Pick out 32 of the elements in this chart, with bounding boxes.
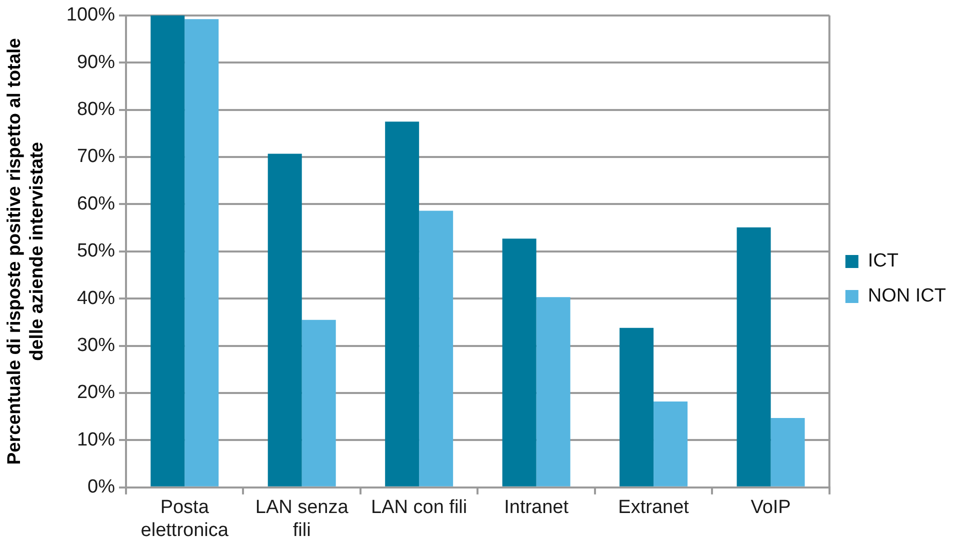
y-tick-label: 70% xyxy=(76,146,116,168)
y-tick-label: 80% xyxy=(76,99,116,120)
bar xyxy=(184,19,219,486)
bar xyxy=(419,210,454,486)
bar xyxy=(502,238,536,486)
x-tick-label: LAN con fili xyxy=(371,497,468,518)
bar xyxy=(770,418,805,486)
bar xyxy=(654,401,688,486)
y-tick-label: 0% xyxy=(88,476,116,498)
y-tick-label: 10% xyxy=(76,429,116,450)
x-tick-label: VoIP xyxy=(750,497,791,518)
x-tick-label: Posta elettronica xyxy=(140,497,229,541)
bar xyxy=(620,328,654,486)
bar xyxy=(536,297,570,486)
y-tick-label: 50% xyxy=(76,240,116,262)
bar xyxy=(150,15,185,486)
bar xyxy=(736,227,771,486)
bar xyxy=(268,154,302,486)
x-tick-label: Intranet xyxy=(504,497,570,518)
bar xyxy=(385,122,420,486)
y-tick-label: 90% xyxy=(76,52,116,73)
y-tick-label: 20% xyxy=(76,382,116,404)
x-tick-label: LAN senza fili xyxy=(255,497,349,541)
y-tick-label: 100% xyxy=(66,4,116,26)
y-tick-label: 40% xyxy=(76,288,116,309)
legend-label: ICT xyxy=(868,250,899,272)
bar xyxy=(302,320,336,486)
y-tick-label: 60% xyxy=(76,193,116,214)
y-axis-title: Percentuale di risposte positive rispetto al totale delle aziende intervistate xyxy=(3,38,46,465)
y-tick-label: 30% xyxy=(76,335,116,356)
x-tick-label: Extranet xyxy=(618,497,690,518)
legend-label: NON ICT xyxy=(868,286,946,307)
